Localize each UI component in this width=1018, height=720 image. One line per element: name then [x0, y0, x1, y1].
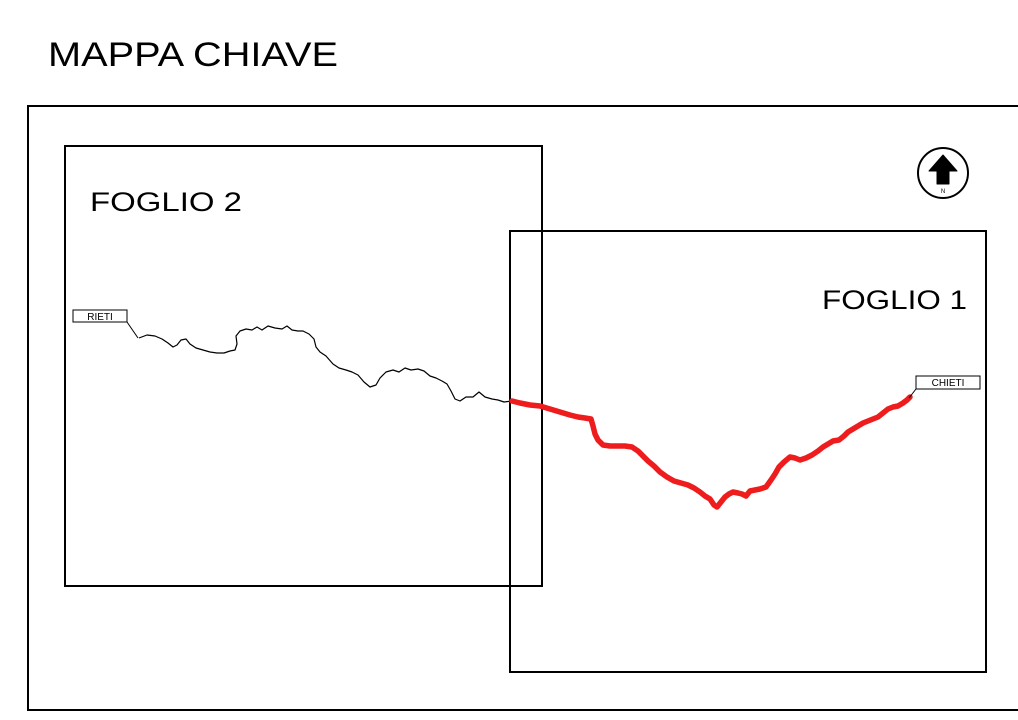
sheet-2-label: FOGLIO 2 — [90, 187, 242, 217]
city-name-rieti: RIETI — [87, 312, 113, 323]
sheet-1-frame[interactable] — [509, 230, 987, 673]
city-label-rieti: RIETI — [72, 309, 128, 323]
map-outer-frame — [27, 105, 1018, 711]
sheet-1-label: FOGLIO 1 — [822, 285, 967, 315]
north-arrow-icon: N — [917, 147, 969, 199]
north-label: N — [941, 189, 945, 195]
city-name-chieti: CHIETI — [932, 378, 965, 389]
city-label-chieti: CHIETI — [915, 375, 981, 390]
sheet-2-frame[interactable] — [64, 145, 543, 587]
route-segment-sheet-1 — [509, 394, 913, 510]
route-segment-sheet-2 — [138, 325, 513, 403]
rieti-leader-line — [126, 321, 139, 339]
map-title: MAPPA CHIAVE — [48, 36, 338, 74]
chieti-leader-line — [908, 388, 917, 399]
